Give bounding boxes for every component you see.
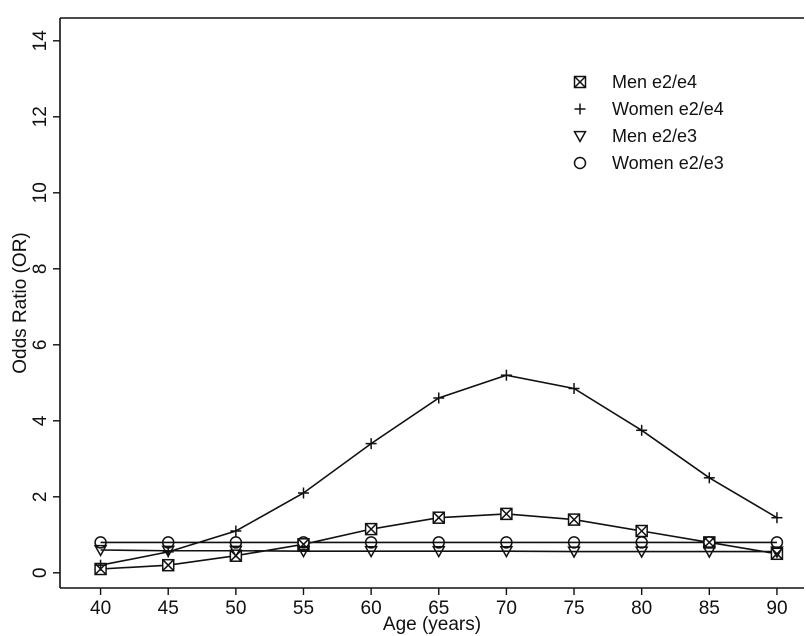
y-tick-label: 2 [30, 492, 51, 503]
y-tick-label: 4 [30, 415, 51, 426]
data-point-3 [500, 536, 513, 549]
x-tick-label: 40 [90, 598, 111, 619]
data-point-3 [567, 536, 581, 549]
data-point-3 [94, 536, 107, 549]
data-point-0 [161, 558, 175, 572]
data-point-0 [635, 524, 648, 538]
x-tick-label: 45 [158, 598, 179, 619]
legend-label: Men e2/e3 [612, 126, 697, 146]
series-line-2 [100, 549, 777, 553]
legend: Men e2/e4 Women e2/e4 Men e2/e3 Women e2/e3 [573, 72, 724, 173]
y-tick-label: 12 [30, 106, 51, 127]
data-point-2 [567, 546, 581, 559]
data-point-0 [500, 507, 513, 521]
x-tick-label: 60 [361, 598, 382, 619]
data-point-1 [230, 525, 242, 537]
data-point-2 [499, 545, 514, 559]
data-point-0 [432, 511, 446, 524]
legend-marker-2 [573, 130, 587, 144]
data-point-1 [703, 472, 715, 484]
y-tick-label: 14 [30, 30, 51, 52]
x-tick-label: 75 [563, 598, 584, 619]
x-tick-label: 80 [631, 598, 652, 619]
data-point-2 [770, 546, 784, 559]
data-point-1 [297, 487, 309, 499]
data-point-2 [431, 545, 446, 559]
y-tick-label: 6 [30, 340, 51, 351]
x-axis-ticks: 40 45 50 55 60 65 70 75 80 85 90 [90, 588, 788, 619]
legend-label: Men e2/e4 [612, 72, 697, 92]
y-axis-title: Odds Ratio (OR) [10, 232, 31, 373]
x-tick-label: 90 [766, 598, 787, 619]
data-point-1 [636, 424, 648, 436]
data-point-1 [433, 392, 445, 404]
y-tick-label: 0 [30, 568, 51, 579]
data-point-1 [568, 383, 580, 394]
data-point-3 [770, 536, 784, 549]
data-point-0 [567, 513, 581, 526]
y-axis-ticks: 0 2 4 6 8 10 12 14 [30, 30, 60, 578]
data-point-3 [703, 536, 716, 549]
series-lines [100, 374, 778, 570]
x-tick-label: 50 [225, 598, 246, 619]
data-point-3 [161, 536, 175, 549]
x-tick-label: 85 [699, 598, 720, 619]
data-point-3 [432, 536, 446, 549]
data-point-1 [500, 369, 512, 381]
y-tick-label: 10 [30, 182, 51, 203]
legend-marker-0 [573, 75, 587, 89]
data-point-2 [364, 545, 378, 559]
data-point-1 [365, 438, 377, 450]
data-point-2 [296, 545, 311, 559]
data-point-2 [161, 545, 175, 558]
legend-marker-1 [574, 103, 586, 115]
data-point-3 [635, 536, 648, 549]
data-point-1 [771, 512, 783, 524]
x-tick-label: 70 [496, 598, 517, 619]
data-point-2 [634, 546, 649, 559]
data-point-3 [229, 536, 243, 549]
series-markers [93, 369, 784, 576]
x-tick-label: 65 [428, 598, 449, 619]
data-point-2 [229, 545, 243, 558]
y-tick-label: 8 [30, 264, 51, 275]
data-point-3 [297, 536, 310, 549]
data-point-1 [95, 559, 107, 571]
data-point-2 [702, 546, 717, 559]
legend-label: Women e2/e4 [612, 99, 724, 119]
legend-label: Women e2/e3 [612, 153, 724, 173]
legend-marker-3 [573, 156, 587, 170]
data-point-2 [93, 544, 108, 558]
data-point-0 [364, 522, 378, 536]
x-axis-title: Age (years) [383, 614, 481, 635]
data-point-3 [364, 536, 378, 549]
x-tick-label: 55 [293, 598, 314, 619]
